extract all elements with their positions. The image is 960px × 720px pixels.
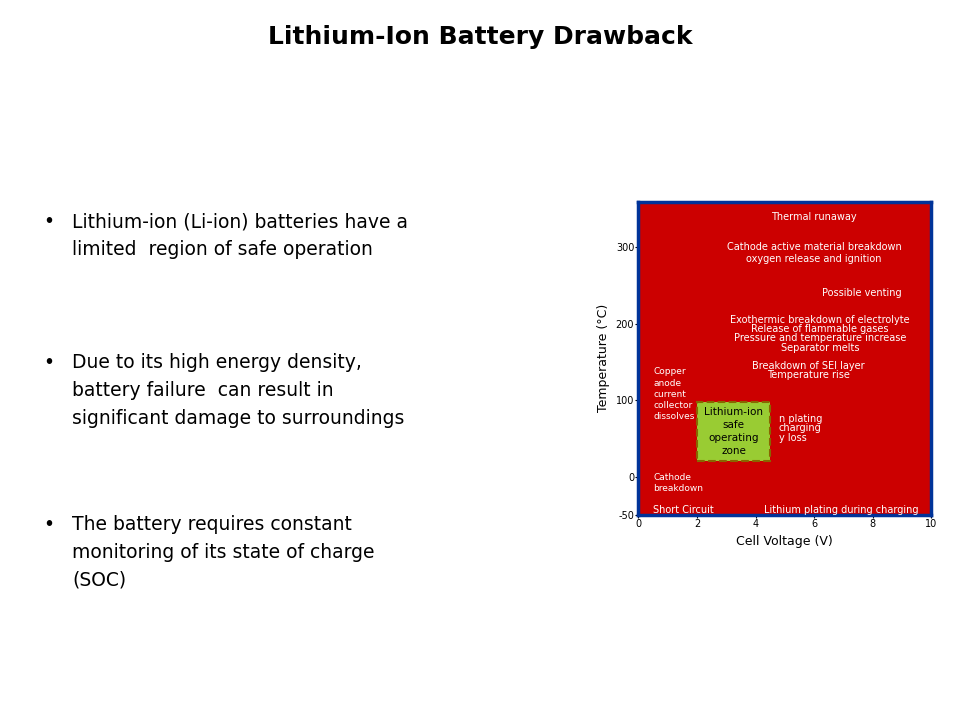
Text: Pressure and temperature increase: Pressure and temperature increase (733, 333, 906, 343)
Text: Release of flammable gases: Release of flammable gases (751, 324, 889, 334)
Text: Copper
anode
current
collector
dissolves: Copper anode current collector dissolves (653, 367, 694, 420)
Text: Separator melts: Separator melts (780, 343, 859, 353)
Text: Short Circuit: Short Circuit (653, 505, 714, 516)
Text: charging: charging (779, 423, 822, 433)
Y-axis label: Temperature (°C): Temperature (°C) (597, 304, 611, 413)
Text: n plating: n plating (779, 414, 823, 424)
Text: Due to its high energy density,
battery failure  can result in
significant damag: Due to its high energy density, battery … (72, 353, 404, 428)
Text: Possible venting: Possible venting (823, 288, 901, 298)
Text: Cathode
breakdown: Cathode breakdown (653, 472, 703, 492)
Text: y loss: y loss (779, 433, 806, 443)
Text: Exothermic breakdown of electrolyte: Exothermic breakdown of electrolyte (731, 315, 910, 325)
Text: Cathode active material breakdown
oxygen release and ignition: Cathode active material breakdown oxygen… (727, 242, 901, 264)
Text: •: • (43, 353, 55, 372)
Text: Thermal runaway: Thermal runaway (771, 212, 857, 222)
Text: •: • (43, 515, 55, 534)
Text: Lithium plating during charging: Lithium plating during charging (764, 505, 919, 516)
Text: Lithium-ion
safe
operating
zone: Lithium-ion safe operating zone (704, 407, 763, 456)
Text: •: • (43, 212, 55, 231)
Text: Temperature rise: Temperature rise (767, 370, 850, 380)
Text: Lithium-Ion Battery Drawback: Lithium-Ion Battery Drawback (268, 25, 692, 49)
Text: Breakdown of SEI layer: Breakdown of SEI layer (752, 361, 865, 371)
X-axis label: Cell Voltage (V): Cell Voltage (V) (736, 534, 833, 547)
Text: Lithium-ion (Li-ion) batteries have a
limited  region of safe operation: Lithium-ion (Li-ion) batteries have a li… (72, 212, 408, 259)
Bar (697, 402, 770, 462)
Text: The battery requires constant
monitoring of its state of charge
(SOC): The battery requires constant monitoring… (72, 515, 374, 590)
